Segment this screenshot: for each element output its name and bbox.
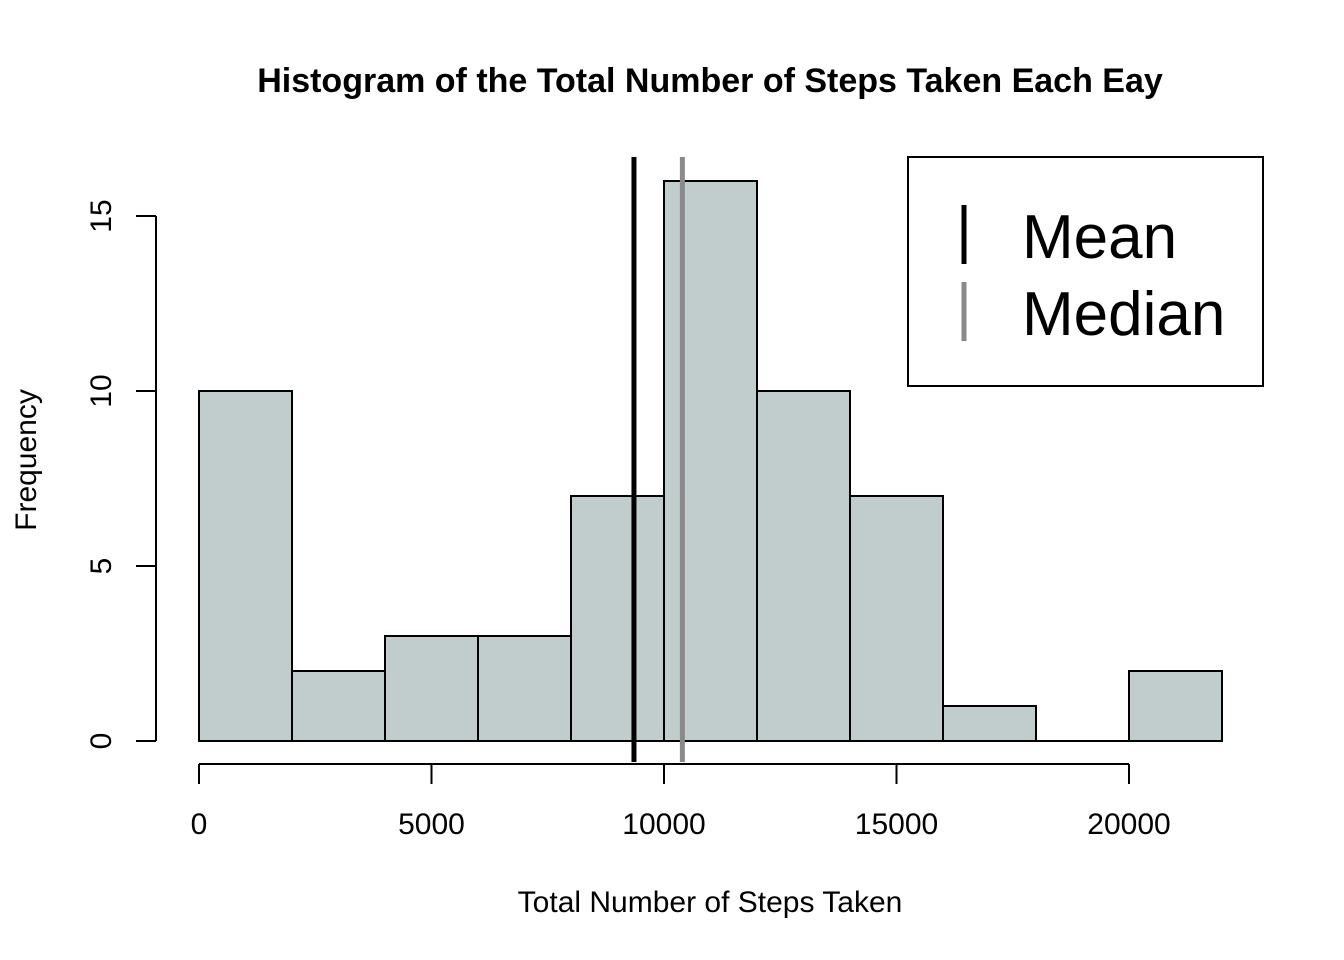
y-axis-label: Frequency <box>10 389 43 531</box>
x-axis-label: Total Number of Steps Taken <box>518 886 903 919</box>
legend: Mean Median <box>907 156 1264 387</box>
histogram-bar-6 <box>756 390 851 742</box>
histogram-bar-5 <box>663 180 758 742</box>
y-tick-label: 0 <box>85 733 118 750</box>
histogram-bars <box>198 180 1223 742</box>
x-tick-label: 15000 <box>855 808 938 841</box>
y-tick-label: 15 <box>85 199 118 232</box>
legend-label-mean: Mean <box>1022 203 1177 272</box>
histogram-bar-2 <box>384 635 479 742</box>
histogram-bar-3 <box>477 635 572 742</box>
x-axis: 0 5000 10000 15000 20000 <box>191 763 1171 841</box>
x-tick-label: 0 <box>191 808 208 841</box>
reference-lines <box>631 157 685 762</box>
histogram-bar-4 <box>570 495 665 742</box>
chart-title: Histogram of the Total Number of Steps T… <box>257 62 1163 100</box>
x-tick-label: 5000 <box>398 808 465 841</box>
y-tick-label: 5 <box>85 558 118 575</box>
y-axis: 0 5 10 15 <box>85 199 157 750</box>
x-tick-label: 20000 <box>1087 808 1170 841</box>
legend-label-median: Median <box>1022 280 1225 349</box>
legend-box <box>907 156 1264 387</box>
histogram-bar-10 <box>1128 670 1223 742</box>
x-tick-label: 10000 <box>622 808 705 841</box>
histogram-bar-8 <box>942 705 1037 742</box>
histogram-bar-0 <box>198 390 293 742</box>
histogram-bar-1 <box>291 670 386 742</box>
histogram-bar-7 <box>849 495 944 742</box>
y-tick-label: 10 <box>85 374 118 407</box>
